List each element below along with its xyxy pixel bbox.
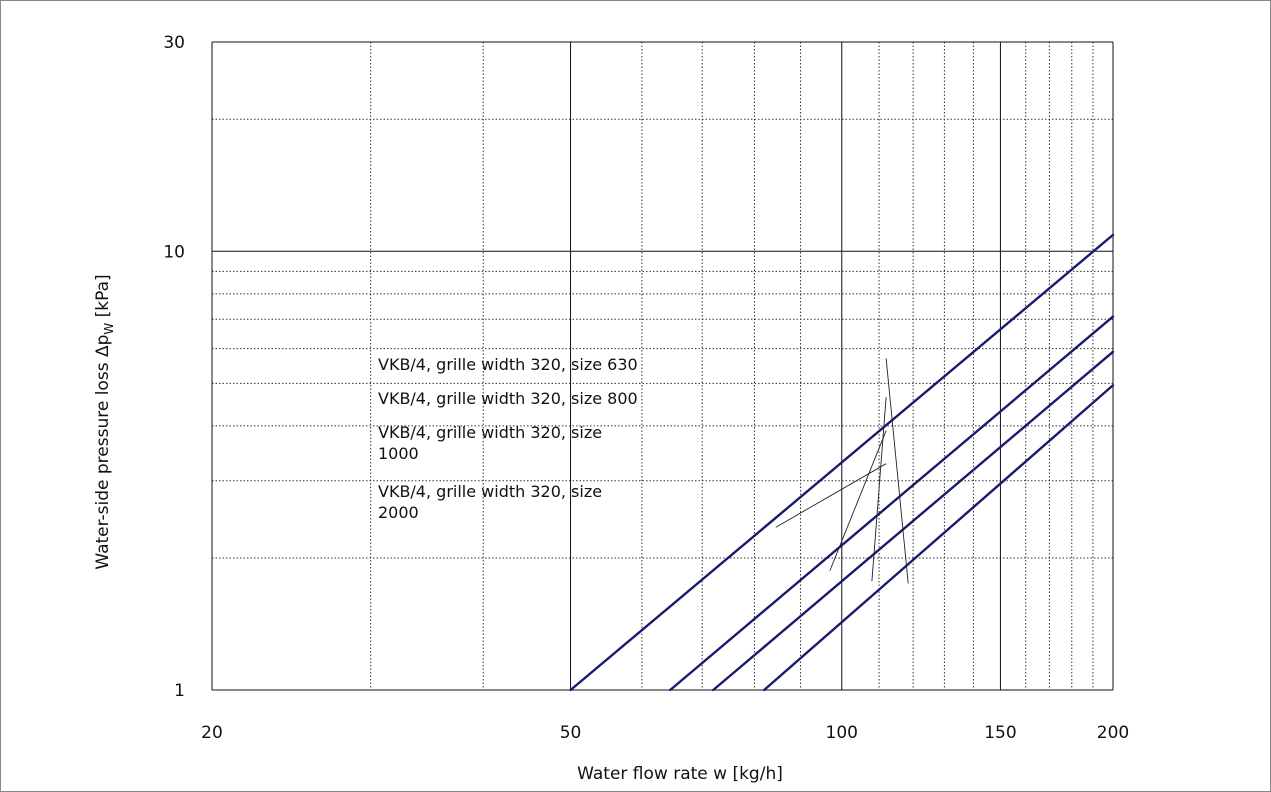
annotation-leader-3 [829, 430, 887, 571]
y-axis-title-unit: [kPa] [93, 274, 113, 322]
series-line-3 [712, 350, 1115, 692]
series-annotation-line: 2000 [378, 503, 419, 522]
series-annotation-3: VKB/4, grille width 320, size 1000 [378, 423, 602, 463]
series-annotation-line: 1000 [378, 444, 419, 463]
annotation-leader-2 [871, 397, 887, 582]
series-annotation-line: VKB/4, grille width 320, size 630 [378, 355, 638, 374]
x-tick-label: 150 [984, 723, 1016, 743]
annotation-leader-1 [885, 358, 909, 584]
annotation-leaders [775, 358, 909, 584]
series-line-2 [668, 315, 1115, 692]
y-axis-title-main: Water-side pressure loss Δp [93, 335, 113, 570]
x-axis-title: Water flow rate w [kg/h] [577, 764, 783, 784]
series-annotations: VKB/4, grille width 320, size 630 VKB/4, … [378, 355, 638, 522]
series-lines [569, 233, 1115, 692]
y-tick-label: 30 [163, 33, 185, 53]
y-axis-title-subscript: W [102, 323, 116, 335]
y-tick-labels: 1 10 30 [163, 33, 185, 701]
series-annotation-1: VKB/4, grille width 320, size 630 [378, 355, 638, 374]
series-annotation-4: VKB/4, grille width 320, size 2000 [378, 482, 602, 522]
series-annotation-line: VKB/4, grille width 320, size 800 [378, 389, 638, 408]
x-tick-labels: 20 50 100 150 200 [201, 723, 1129, 743]
y-tick-label: 1 [174, 681, 185, 701]
y-tick-label: 10 [163, 242, 185, 262]
series-line-1 [569, 233, 1115, 692]
x-tick-label: 200 [1097, 723, 1129, 743]
x-tick-label: 20 [201, 723, 223, 743]
plot-area-border [211, 41, 1114, 691]
x-tick-label: 50 [560, 723, 582, 743]
series-annotation-line: VKB/4, grille width 320, size [378, 482, 602, 501]
grid [212, 42, 1113, 690]
x-tick-label: 100 [826, 723, 858, 743]
series-line-4 [762, 384, 1115, 692]
series-annotation-2: VKB/4, grille width 320, size 800 [378, 389, 638, 408]
series-annotation-line: VKB/4, grille width 320, size [378, 423, 602, 442]
annotation-leader-4 [775, 463, 887, 528]
y-axis-title: Water-side pressure loss ΔpW [kPa] [93, 274, 116, 569]
